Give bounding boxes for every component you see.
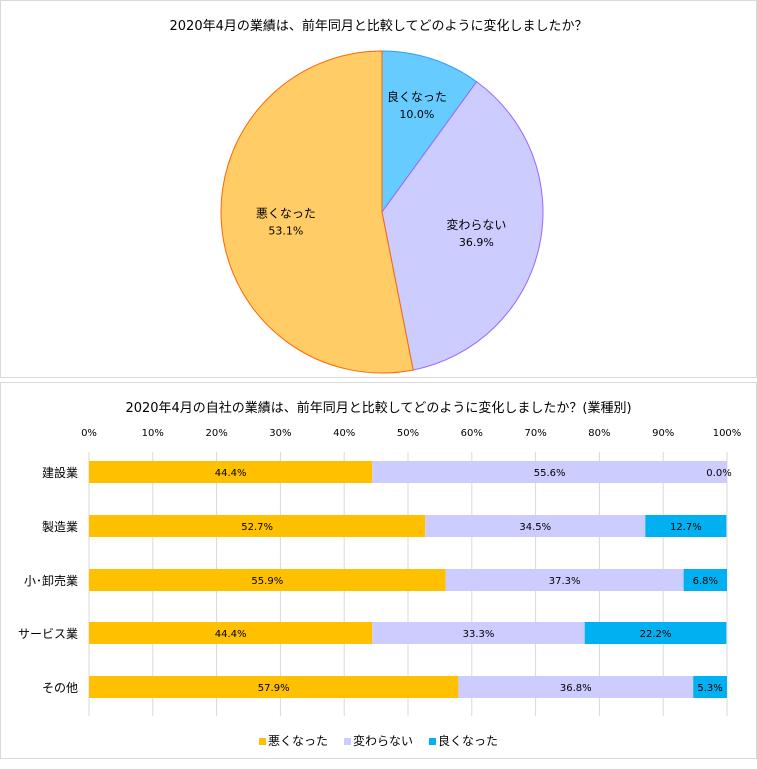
slice-label: 悪くなった bbox=[256, 206, 316, 220]
pie-slice bbox=[381, 50, 478, 214]
legend-swatch bbox=[343, 738, 351, 745]
pie-chart-panel: 2020年4月の業績は、前年同月と比較してどのように変化しましたか？ 良くなった… bbox=[0, 0, 757, 378]
bar-value-label: 5.3% bbox=[697, 683, 722, 694]
legend-item: 変わらない bbox=[343, 732, 413, 749]
bar-segment bbox=[458, 676, 694, 698]
pie-chart: 良くなった 10.0% 変わらない 36.9% 悪くなった 53.1% bbox=[220, 50, 544, 374]
bar-value-label: 44.4% bbox=[215, 629, 247, 640]
bar-segment bbox=[683, 569, 727, 591]
slice-value-label: 10.0% bbox=[399, 108, 434, 121]
bar-value-label: 34.5% bbox=[519, 522, 551, 533]
bar-value-label: 33.3% bbox=[463, 629, 495, 640]
bar-segment bbox=[89, 461, 373, 483]
x-tick-label: 80% bbox=[588, 428, 610, 439]
bar-segment bbox=[425, 515, 646, 537]
x-tick-label: 70% bbox=[524, 428, 546, 439]
slice-value-label: 53.1% bbox=[268, 224, 303, 237]
bar-segment bbox=[645, 515, 727, 537]
x-tick-label: 10% bbox=[142, 428, 164, 439]
x-tick-label: 20% bbox=[205, 428, 227, 439]
bar-value-label: 37.3% bbox=[549, 576, 581, 587]
bar-value-label: 44.4% bbox=[215, 468, 247, 479]
bar-value-label: 52.7% bbox=[241, 522, 273, 533]
pie-slice bbox=[220, 50, 414, 374]
bar-value-label: 55.6% bbox=[534, 468, 566, 479]
x-tick-label: 40% bbox=[333, 428, 355, 439]
x-tick-label: 60% bbox=[461, 428, 483, 439]
category-label: 建設業 bbox=[42, 465, 78, 480]
x-tick-label: 90% bbox=[652, 428, 674, 439]
bar-segment bbox=[372, 461, 727, 483]
bar-segment bbox=[445, 569, 684, 591]
x-tick-label: 30% bbox=[269, 428, 291, 439]
bar-segment bbox=[693, 676, 727, 698]
legend-label: 変わらない bbox=[352, 734, 413, 748]
bar-segment bbox=[89, 515, 426, 537]
legend-label: 悪くなった bbox=[267, 734, 328, 748]
bar-segment bbox=[372, 622, 585, 644]
bar-segment bbox=[89, 676, 459, 698]
legend-item: 良くなった bbox=[429, 732, 498, 749]
legend-item: 悪くなった bbox=[258, 732, 328, 749]
legend-swatch bbox=[258, 738, 266, 745]
legend-label: 良くなった bbox=[438, 734, 499, 748]
bar-value-label: 0.0% bbox=[706, 468, 731, 479]
bar-value-label: 22.2% bbox=[640, 629, 672, 640]
category-label: 製造業 bbox=[42, 520, 78, 534]
x-tick-label: 50% bbox=[397, 428, 419, 439]
x-tick-label: 0% bbox=[81, 428, 97, 439]
bar-segment bbox=[89, 622, 373, 644]
x-tick-label: 100% bbox=[713, 428, 742, 439]
category-label: サービス業 bbox=[18, 627, 78, 641]
bar-value-label: 6.8% bbox=[693, 576, 718, 587]
slice-value-label: 36.9% bbox=[459, 236, 494, 249]
bar-value-label: 57.9% bbox=[258, 683, 290, 694]
category-label: 小･卸売業 bbox=[24, 573, 78, 588]
bar-segment bbox=[584, 622, 727, 644]
slice-label: 良くなった bbox=[387, 89, 447, 104]
bar-chart-title: 2020年4月の自社の業績は、前年同月と比較してどのように変化しましたか？(業種… bbox=[125, 401, 632, 416]
bar-value-label: 55.9% bbox=[251, 576, 283, 587]
pie-chart-title: 2020年4月の業績は、前年同月と比較してどのように変化しましたか？ bbox=[169, 19, 588, 34]
pie-slice bbox=[381, 81, 544, 371]
bar-value-label: 36.8% bbox=[560, 683, 592, 694]
category-label: その他 bbox=[42, 681, 78, 695]
legend-swatch bbox=[429, 738, 436, 745]
bar-value-label: 12.7% bbox=[670, 522, 702, 533]
legend: 悪くなった 変わらない 良くなった bbox=[0, 732, 757, 749]
bar-segment bbox=[89, 569, 446, 591]
slice-label: 変わらない bbox=[446, 217, 506, 232]
